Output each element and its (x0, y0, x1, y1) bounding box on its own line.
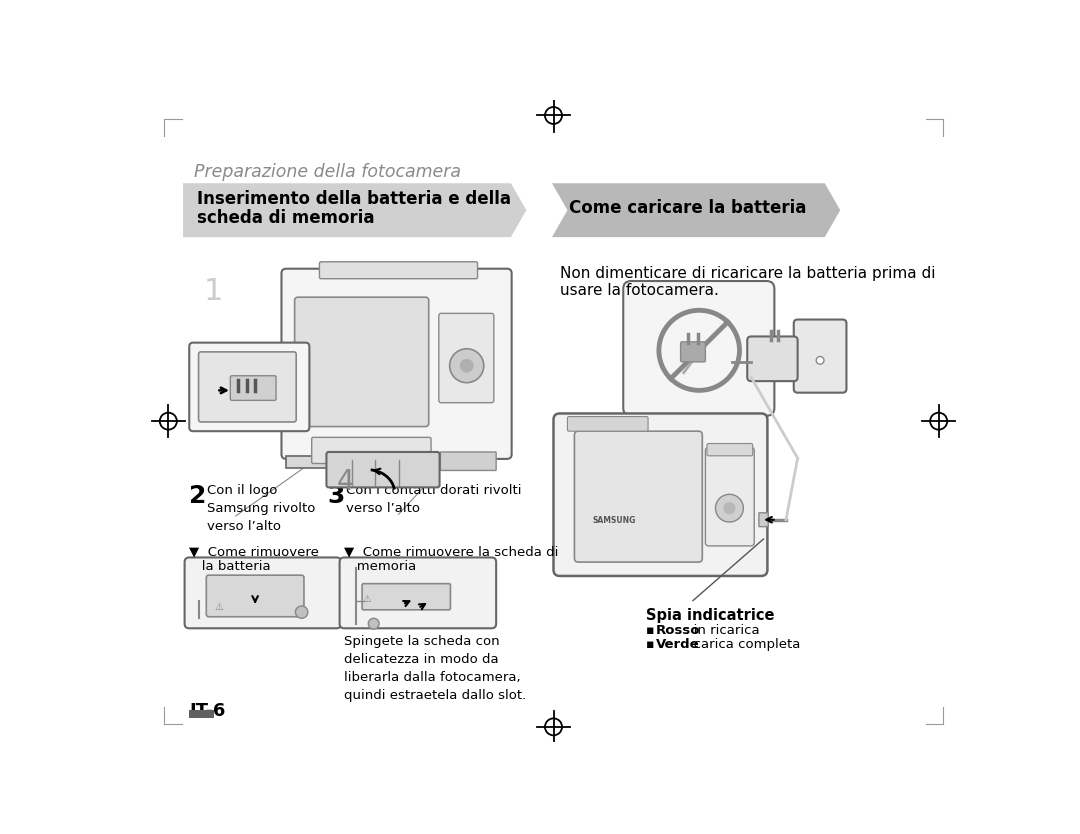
Bar (189, 710, 214, 717)
FancyBboxPatch shape (282, 269, 512, 459)
FancyBboxPatch shape (185, 557, 341, 628)
Circle shape (449, 349, 484, 383)
Text: Preparazione della fotocamera: Preparazione della fotocamera (194, 163, 461, 181)
FancyBboxPatch shape (747, 336, 798, 381)
FancyBboxPatch shape (199, 352, 296, 422)
Circle shape (460, 359, 473, 372)
Text: 4: 4 (337, 468, 354, 496)
Text: ▪: ▪ (647, 637, 659, 651)
Circle shape (715, 495, 743, 522)
FancyBboxPatch shape (705, 447, 754, 546)
FancyBboxPatch shape (206, 575, 303, 617)
Text: 3: 3 (327, 484, 345, 508)
FancyBboxPatch shape (312, 437, 431, 464)
Text: : in ricarica: : in ricarica (685, 624, 760, 636)
FancyBboxPatch shape (680, 342, 705, 362)
FancyBboxPatch shape (623, 281, 774, 416)
Polygon shape (767, 343, 801, 374)
FancyBboxPatch shape (320, 262, 477, 279)
FancyBboxPatch shape (707, 444, 753, 456)
Text: Inserimento della batteria e della: Inserimento della batteria e della (197, 190, 511, 208)
FancyBboxPatch shape (575, 431, 702, 562)
Text: Non dimenticare di ricaricare la batteria prima di: Non dimenticare di ricaricare la batteri… (559, 266, 935, 280)
FancyBboxPatch shape (339, 557, 496, 628)
Text: ⚠: ⚠ (214, 602, 222, 612)
Circle shape (368, 618, 379, 629)
FancyBboxPatch shape (759, 513, 768, 526)
Text: 1: 1 (203, 277, 222, 306)
Circle shape (724, 503, 734, 514)
Text: IT-6: IT-6 (189, 702, 226, 721)
FancyBboxPatch shape (438, 314, 494, 403)
Text: Con il logo
Samsung rivolto
verso l’alto: Con il logo Samsung rivolto verso l’alto (207, 484, 315, 533)
FancyBboxPatch shape (326, 452, 440, 487)
FancyBboxPatch shape (189, 343, 309, 431)
Circle shape (816, 356, 824, 364)
Text: memoria: memoria (345, 560, 417, 573)
FancyBboxPatch shape (441, 452, 496, 470)
Text: : carica completa: : carica completa (685, 637, 800, 651)
FancyBboxPatch shape (794, 319, 847, 393)
Polygon shape (286, 456, 422, 468)
FancyBboxPatch shape (567, 416, 648, 431)
Text: usare la fotocamera.: usare la fotocamera. (559, 283, 718, 298)
Text: Spia indicatrice: Spia indicatrice (647, 608, 775, 623)
Text: ▪: ▪ (647, 624, 659, 636)
Text: 2: 2 (189, 484, 206, 508)
Polygon shape (183, 183, 526, 237)
Text: Come caricare la batteria: Come caricare la batteria (569, 199, 807, 218)
Circle shape (296, 606, 308, 618)
Polygon shape (552, 183, 840, 237)
Text: Rosso: Rosso (656, 624, 700, 636)
FancyBboxPatch shape (230, 376, 276, 400)
FancyBboxPatch shape (295, 297, 429, 426)
Text: la batteria: la batteria (189, 560, 271, 573)
Text: SAMSUNG: SAMSUNG (592, 516, 636, 525)
Text: scheda di memoria: scheda di memoria (197, 209, 375, 228)
Text: Con i contatti dorati rivolti
verso l’alto: Con i contatti dorati rivolti verso l’al… (346, 484, 522, 515)
Text: ▼  Come rimuovere la scheda di: ▼ Come rimuovere la scheda di (345, 545, 558, 558)
FancyBboxPatch shape (362, 584, 450, 610)
Text: ⚠: ⚠ (362, 595, 370, 605)
FancyBboxPatch shape (554, 414, 768, 576)
Text: Verde: Verde (656, 637, 700, 651)
Text: ▼  Come rimuovere: ▼ Come rimuovere (189, 545, 319, 558)
Text: Spingete la scheda con
delicatezza in modo da
liberarla dalla fotocamera,
quindi: Spingete la scheda con delicatezza in mo… (345, 636, 527, 702)
